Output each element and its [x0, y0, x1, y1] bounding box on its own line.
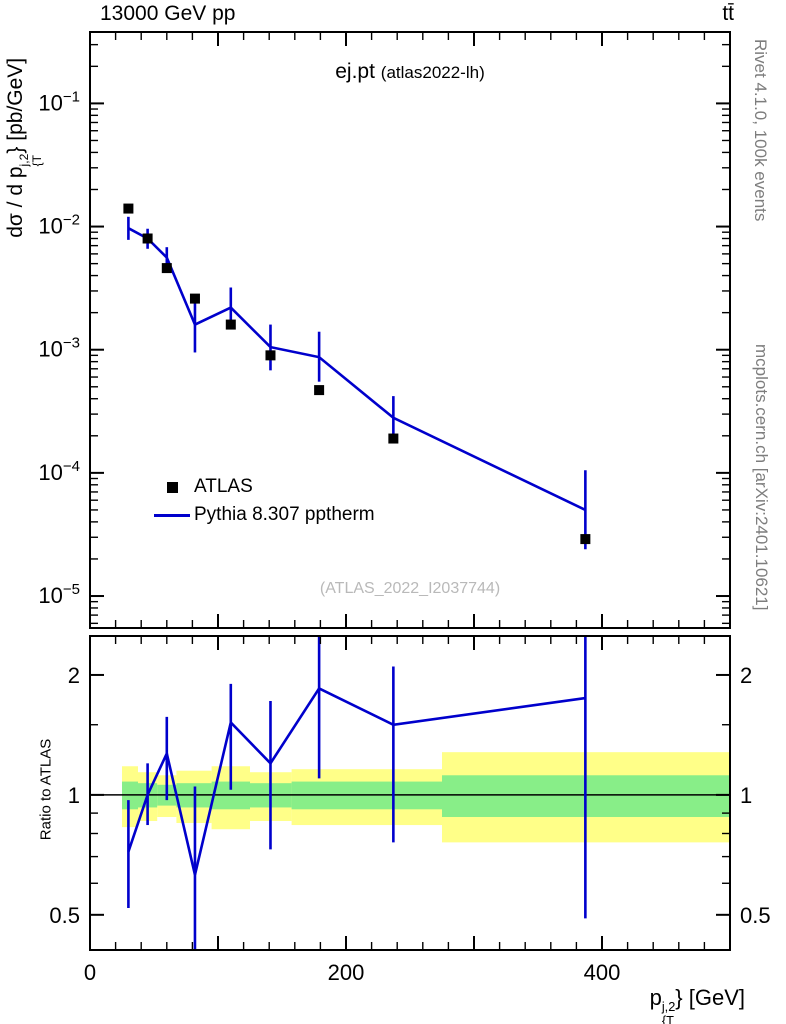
ratio-tick-label: 1	[68, 783, 80, 808]
axis-ticks	[89, 32, 731, 950]
ratio-axis-label: Ratio to ATLAS	[37, 738, 55, 841]
data-point	[189, 293, 200, 304]
x-label-subscript: {T	[661, 1012, 674, 1024]
data-point	[580, 534, 591, 545]
data-point	[161, 263, 172, 274]
y-tick-label: 10−5	[38, 581, 80, 608]
ratio-tick-label-right: 0.5	[740, 903, 771, 928]
legend-label-atlas: ATLAS	[194, 476, 253, 497]
legend-item-atlas: ATLAS	[150, 473, 375, 501]
ratio-curve	[127, 636, 587, 950]
data-point	[388, 433, 399, 444]
main-frame	[89, 31, 731, 629]
ratio-frame	[89, 635, 731, 951]
legend-label-pythia: Pythia 8.307 pptherm	[194, 504, 375, 525]
y-label-subscript: {T	[30, 154, 45, 167]
y-tick-label: 10−1	[38, 88, 80, 115]
legend: ATLAS Pythia 8.307 pptherm	[150, 473, 375, 529]
x-tick-label: 200	[328, 960, 365, 985]
y-tick-label: 10−3	[38, 335, 80, 362]
ratio-tick-label-right: 1	[740, 783, 752, 808]
x-axis-label: p j,2 {T} [GeV]	[650, 985, 745, 1024]
x-label-superscript: j,2	[661, 999, 676, 1015]
analysis-tag: (atlas2022-lh)	[380, 63, 485, 82]
ratio-tick-label: 0.5	[49, 903, 80, 928]
data-point	[142, 233, 153, 244]
x-tick-label: 400	[584, 960, 621, 985]
y-label-superscript: j,2	[17, 153, 32, 167]
ratio-tick-label-right: 2	[740, 663, 752, 688]
ratio-tick-label: 2	[68, 663, 80, 688]
process-label: tt̄	[722, 2, 734, 25]
main-curves	[123, 203, 591, 550]
data-point	[123, 203, 134, 214]
uncertainty-bands	[90, 752, 730, 843]
y-tick-label: 10−2	[38, 212, 80, 239]
watermark: (ATLAS_2022_I2037744)	[319, 580, 501, 597]
y-tick-label: 10−4	[38, 458, 80, 485]
legend-item-pythia: Pythia 8.307 pptherm	[150, 501, 375, 529]
rivet-version-credit: Rivet 4.1.0, 100k events	[751, 39, 770, 222]
data-point	[314, 385, 325, 396]
panel-title: ej.pt (atlas2022-lh)	[90, 60, 730, 84]
observable-name: ej.pt	[335, 60, 375, 83]
data-point	[265, 350, 276, 361]
x-tick-label: 0	[84, 960, 96, 985]
data-square-marker-icon	[166, 481, 178, 493]
data-point	[225, 319, 236, 330]
mc-line-marker-icon	[154, 513, 190, 517]
y-axis-label: dσ / d p j,2 {T} [pb/GeV]	[4, 57, 45, 238]
mcplots-credit: mcplots.cern.ch [arXiv:2401.10621]	[752, 344, 771, 611]
beam-energy-label: 13000 GeV pp	[100, 2, 236, 25]
